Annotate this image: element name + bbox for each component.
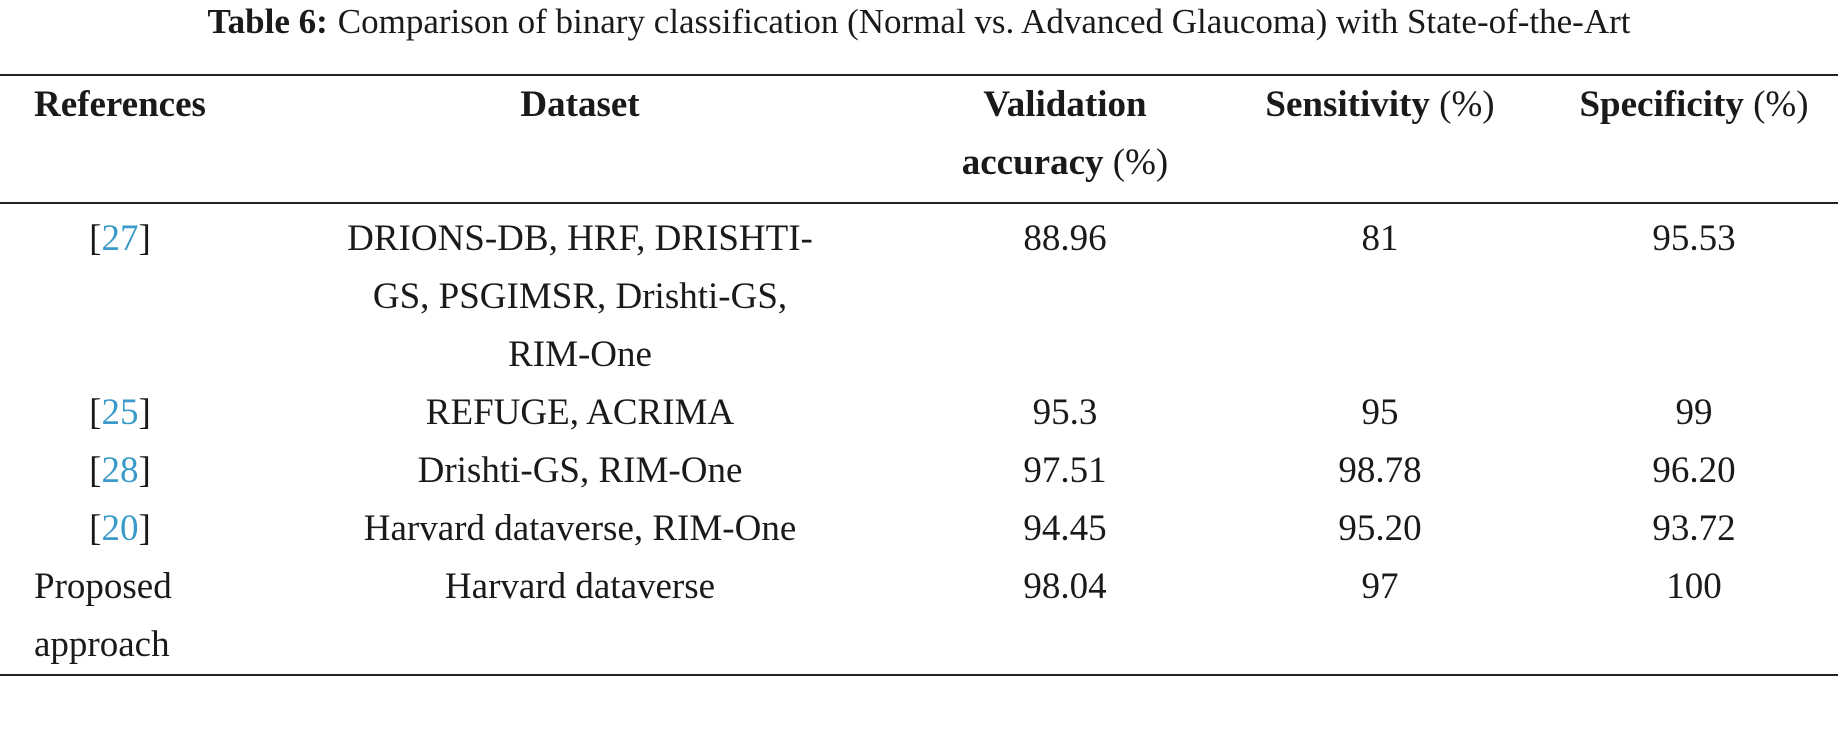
table-cell: 95.3: [1032, 392, 1098, 433]
table-cell: 88.96: [1023, 218, 1107, 259]
table-cell: 93.72: [1652, 508, 1736, 549]
header-text: Dataset: [520, 84, 640, 125]
header-cell: Specificity (%): [1550, 75, 1838, 203]
caption: Table 6: Comparison of binary classificat…: [0, 2, 1838, 42]
citation-bracket: [: [89, 508, 102, 549]
citation-bracket: ]: [138, 508, 151, 549]
header-cell: Dataset: [240, 75, 920, 203]
table-row: [27] DRIONS-DB, HRF, DRISHTI-GS, PSGIMSR,…: [0, 203, 1838, 384]
table-cell: 95.53: [1652, 218, 1736, 259]
table-cell: DRIONS-DB, HRF, DRISHTI-GS, PSGIMSR, Dri…: [240, 203, 920, 384]
table-cell: 98.04: [1023, 566, 1107, 607]
dataset-text: REFUGE, ACRIMA: [425, 392, 735, 433]
citation-bracket: [: [89, 392, 102, 433]
header-unit: (%): [1753, 84, 1809, 125]
table-cell: 99: [1675, 392, 1713, 433]
table-cell: [25]: [0, 384, 240, 442]
table-cell: 95.20: [1338, 508, 1422, 549]
table-cell: Drishti-GS, RIM-One: [240, 442, 920, 500]
citation-number: 20: [101, 508, 139, 549]
header-row: References Dataset Validation accuracy (%)…: [0, 75, 1838, 203]
citation-bracket: ]: [138, 392, 151, 433]
table-header: References Dataset Validation accuracy (%)…: [0, 75, 1838, 203]
table-row: Proposed approach Harvard dataverse 98.04 9…: [0, 558, 1838, 675]
header-cell: Sensitivity (%): [1210, 75, 1550, 203]
dataset-text: Harvard dataverse: [444, 566, 716, 607]
citation-bracket: ]: [138, 450, 151, 491]
dataset-text: Harvard dataverse, RIM-One: [363, 508, 797, 549]
table-row: [20] Harvard dataverse, RIM-One 94.45 95.20…: [0, 500, 1838, 558]
caption-label: Table 6:: [207, 2, 328, 41]
header-text: Validation accuracy: [961, 84, 1147, 183]
citation-bracket: ]: [138, 218, 151, 259]
table-cell: 95: [1361, 392, 1399, 433]
table-cell: 97: [1361, 566, 1399, 607]
table-cell: 96.20: [1652, 450, 1736, 491]
table-cell: 100: [1666, 566, 1722, 607]
caption-text: Comparison of binary classification (Nor…: [337, 2, 1631, 41]
header-unit: (%): [1112, 142, 1169, 183]
header-cell: References: [0, 75, 240, 203]
header-unit: (%): [1439, 84, 1495, 125]
table-row: [25] REFUGE, ACRIMA 95.3 95 99: [0, 384, 1838, 442]
citation-bracket: [: [89, 450, 102, 491]
table-cell: 94.45: [1023, 508, 1107, 549]
table-cell: Harvard dataverse: [240, 558, 920, 675]
dataset-text: DRIONS-DB, HRF, DRISHTI-GS, PSGIMSR, Dri…: [347, 218, 813, 375]
header-text: Specificity: [1579, 84, 1744, 125]
header-text: References: [34, 84, 206, 125]
comparison-table: References Dataset Validation accuracy (%)…: [0, 74, 1838, 676]
table-cell: Harvard dataverse, RIM-One: [240, 500, 920, 558]
dataset-text: Drishti-GS, RIM-One: [417, 450, 743, 491]
citation-number: 28: [101, 450, 139, 491]
table-cell: REFUGE, ACRIMA: [240, 384, 920, 442]
citation-number: 27: [101, 218, 139, 259]
table-cell: Proposed approach: [34, 566, 172, 665]
citation-number: 25: [101, 392, 139, 433]
table-cell: 81: [1361, 218, 1399, 259]
table-body: [27] DRIONS-DB, HRF, DRISHTI-GS, PSGIMSR,…: [0, 203, 1838, 675]
table-cell: [28]: [0, 442, 240, 500]
table-cell: 98.78: [1338, 450, 1422, 491]
header-text: Sensitivity: [1265, 84, 1430, 125]
header-cell: Validation accuracy (%): [920, 75, 1210, 203]
table-cell: 97.51: [1023, 450, 1107, 491]
table-row: [28] Drishti-GS, RIM-One 97.51 98.78 96.20: [0, 442, 1838, 500]
table-cell: [27]: [0, 203, 240, 384]
citation-bracket: [: [89, 218, 102, 259]
table-cell: [20]: [0, 500, 240, 558]
